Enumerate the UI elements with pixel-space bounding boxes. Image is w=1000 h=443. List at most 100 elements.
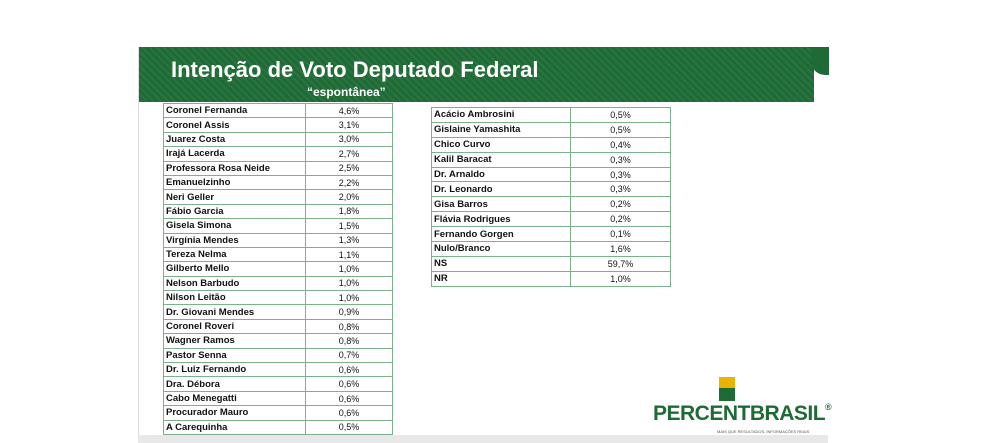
row: Nulo/Branco 1,6% [431, 241, 671, 257]
name-cell: Emanuelzinho [163, 174, 306, 191]
row: Irajá Lacerda 2,7% [163, 146, 393, 162]
value-cell: 0,3% [570, 151, 671, 168]
value-cell: 1,8% [305, 203, 393, 220]
row: Procurador Mauro 0,6% [163, 405, 393, 421]
row: Pastor Senna 0,7% [163, 347, 393, 364]
name-cell: NS [431, 255, 571, 272]
header-band [139, 47, 814, 102]
row: Gilberto Mello 1,0% [163, 261, 393, 277]
name-cell: Professora Rosa Neide [163, 160, 306, 176]
name-cell: Flávia Rodrigues [431, 211, 571, 228]
row: Coronel Roveri 0,8% [163, 318, 393, 335]
row: Gisa Barros 0,2% [431, 196, 671, 213]
value-cell: 0,6% [305, 362, 393, 378]
row: A Carequinha 0,5% [163, 419, 393, 435]
slide: Intenção de Voto Deputado Federal “espon… [138, 47, 832, 443]
name-cell: Nulo/Branco [431, 241, 571, 257]
brand: BRASIL [749, 402, 826, 425]
row: Chico Curvo 0,4% [431, 136, 671, 153]
value-cell: 4,6% [305, 102, 393, 119]
name-cell: Neri Geller [163, 189, 306, 205]
trademark: ® [825, 402, 832, 412]
value-cell: 0,5% [305, 419, 393, 435]
value-cell: 1,3% [305, 232, 393, 248]
name-cell: Cabo Menegatti [163, 390, 306, 407]
row: Fábio Garcia 1,8% [163, 203, 393, 220]
value-cell: 1,6% [570, 241, 671, 257]
value-cell: 0,6% [305, 390, 393, 407]
name-cell: Gisa Barros [431, 196, 571, 213]
value-cell: 2,5% [305, 160, 393, 176]
row: Acácio Ambrosini 0,5% [431, 107, 671, 123]
value-cell: 0,2% [570, 211, 671, 228]
row: Tereza Nelma 1,1% [163, 246, 393, 263]
name-cell: Coronel Roveri [163, 318, 306, 335]
value-cell: 1,0% [570, 270, 671, 287]
tagline: MAIS QUE RESULTADOS, INFORMAÇÕES REAIS [717, 429, 810, 434]
row: Dr. Luiz Fernando 0,6% [163, 362, 393, 378]
value-cell: 0,1% [570, 226, 671, 243]
value-cell: 0,8% [305, 333, 393, 349]
row: Nilson Leitão 1,0% [163, 290, 393, 306]
row: Virgínia Mendes 1,3% [163, 232, 393, 248]
value-cell: 3,1% [305, 117, 393, 133]
title: Intenção de Voto Deputado Federal [171, 57, 539, 82]
value-cell: 0,2% [570, 196, 671, 213]
value-cell: 2,2% [305, 174, 393, 191]
value-cell: 3,0% [305, 131, 393, 148]
row: Juarez Costa 3,0% [163, 131, 393, 148]
value-cell: 0,4% [570, 136, 671, 153]
value-cell: 1,1% [305, 246, 393, 263]
name-cell: Wagner Ramos [163, 333, 306, 349]
name-cell: Gislaine Yamashita [431, 121, 571, 138]
name-cell: Fernando Gorgen [431, 226, 571, 243]
row: Cabo Menegatti 0,6% [163, 390, 393, 407]
name-cell: A Carequinha [163, 419, 306, 435]
name-cell: Pastor Senna [163, 347, 306, 364]
name-cell: Acácio Ambrosini [431, 107, 571, 123]
row: NR 1,0% [431, 270, 671, 287]
name-cell: Juarez Costa [163, 131, 306, 148]
name-cell: NR [431, 270, 571, 287]
value-cell: 0,5% [570, 107, 671, 123]
value-cell: 2,0% [305, 189, 393, 205]
name-cell: Procurador Mauro [163, 405, 306, 421]
value-cell: 0,6% [305, 376, 393, 392]
row: Neri Geller 2,0% [163, 189, 393, 205]
name-cell: Coronel Fernanda [163, 102, 306, 119]
value-cell: 1,0% [305, 275, 393, 292]
row: Fernando Gorgen 0,1% [431, 226, 671, 243]
value-cell: 0,3% [570, 166, 671, 183]
name-cell: Dr. Giovani Mendes [163, 304, 306, 320]
row: Coronel Fernanda 4,6% [163, 102, 393, 119]
row: Coronel Assis 3,1% [163, 117, 393, 133]
name-cell: Virgínia Mendes [163, 232, 306, 248]
row: Dr. Arnaldo 0,3% [431, 166, 671, 183]
name-cell: Nelson Barbudo [163, 275, 306, 292]
row: Nelson Barbudo 1,0% [163, 275, 393, 292]
value-cell: 0,6% [305, 405, 393, 421]
value-cell: 0,5% [570, 121, 671, 138]
row: Kalil Baracat 0,3% [431, 151, 671, 168]
name-cell: Gisela Simona [163, 218, 306, 234]
name-cell: Dr. Arnaldo [431, 166, 571, 183]
name-cell: Chico Curvo [431, 136, 571, 153]
value-cell: 1,0% [305, 290, 393, 306]
name-cell: Tereza Nelma [163, 246, 306, 263]
name-cell: Gilberto Mello [163, 261, 306, 277]
row: Emanuelzinho 2,2% [163, 174, 393, 191]
taskbar [138, 435, 828, 443]
value-cell: 0,7% [305, 347, 393, 364]
name-cell: Dr. Luiz Fernando [163, 362, 306, 378]
value-cell: 0,9% [305, 304, 393, 320]
name-cell: Nilson Leitão [163, 290, 306, 306]
row: Dr. Leonardo 0,3% [431, 181, 671, 198]
row: Gisela Simona 1,5% [163, 218, 393, 234]
row: Wagner Ramos 0,8% [163, 333, 393, 349]
table: Coronel Fernanda 4,6% Coronel Assis 3,1% Jua… [163, 102, 393, 435]
row: Professora Rosa Neide 2,5% [163, 160, 393, 176]
name-cell: Kalil Baracat [431, 151, 571, 168]
name-cell: Coronel Assis [163, 117, 306, 133]
name-cell: Fábio Garcia [163, 203, 306, 220]
